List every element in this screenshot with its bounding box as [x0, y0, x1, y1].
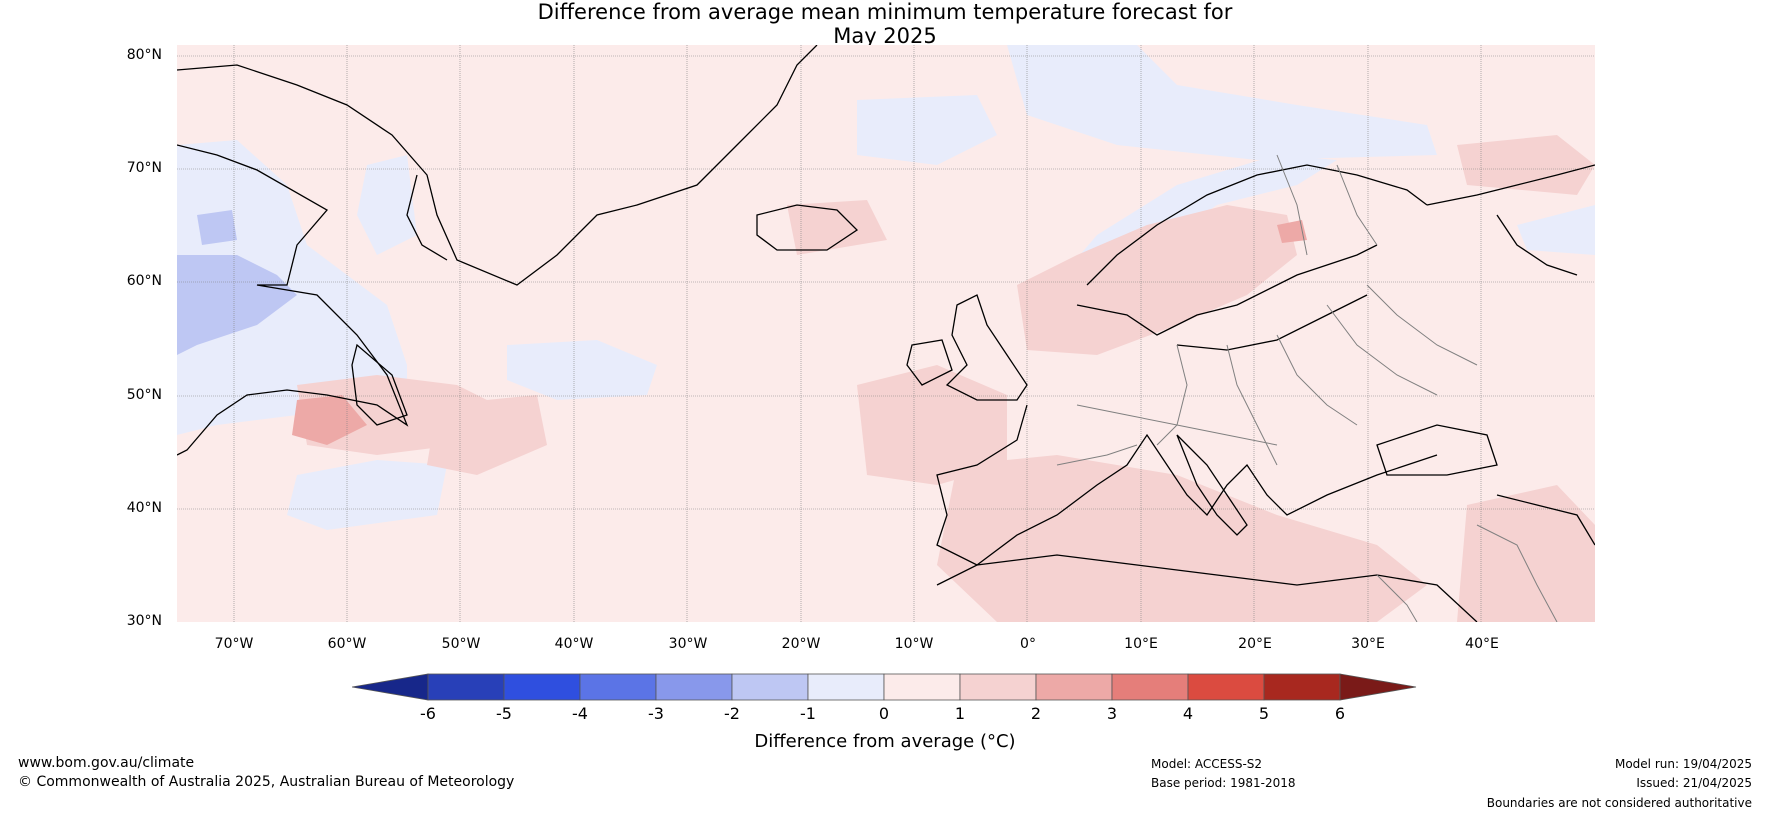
sweden-finland-coast: [1076, 244, 1378, 336]
ireland-coast: [906, 339, 953, 386]
colorbar-segment-7: [883, 673, 961, 701]
lat-label-60n: 60°N: [126, 273, 162, 289]
warm-anomaly-iceland: [787, 200, 887, 255]
white-sea-coast: [1496, 214, 1578, 276]
colorbar-tick: -1: [800, 704, 816, 723]
lat-label-50n: 50°N: [126, 387, 162, 403]
colorbar-tick: 6: [1334, 704, 1346, 723]
lon-label-50w: 50°W: [441, 636, 481, 652]
coastlines: [177, 45, 1595, 622]
lon-label-40e: 40°E: [1465, 636, 1499, 652]
cool-anomaly-canada: [177, 140, 407, 435]
colorbar-segment-8: [959, 673, 1037, 701]
lat-label-30n: 30°N: [126, 613, 162, 629]
warm-anomaly-russia-north: [1457, 135, 1595, 195]
lon-label-20w: 20°W: [781, 636, 821, 652]
warmer-anomaly-newfoundland: [292, 395, 367, 445]
russia-north-coast: [1426, 164, 1595, 206]
colorbar-tick: -2: [724, 704, 740, 723]
lon-label-20e: 20°E: [1238, 636, 1272, 652]
lat-label-70n: 70°N: [126, 160, 162, 176]
lat-label-80n: 80°N: [126, 47, 162, 63]
lon-label-70w: 70°W: [214, 636, 254, 652]
africa-north-coast: [936, 554, 1478, 622]
great-britain-coast: [945, 294, 1028, 401]
lon-label-30e: 30°E: [1351, 636, 1385, 652]
lon-label-10w: 10°W: [894, 636, 934, 652]
lat-label-40n: 40°N: [126, 500, 162, 516]
cooler-anomaly-baffin: [197, 210, 237, 245]
colorbar-segment-10: [1111, 673, 1189, 701]
italy-coast: [1176, 434, 1248, 536]
colorbar-tick: 2: [1030, 704, 1042, 723]
colorbar-tick: 1: [954, 704, 966, 723]
baltic-coast: [1176, 294, 1368, 351]
colorbar-segment-6: [807, 673, 885, 701]
greenland-coast: [177, 45, 818, 286]
colorbar-tick: 3: [1106, 704, 1118, 723]
disclaimer-text: Boundaries are not considered authoritat…: [1486, 796, 1752, 810]
cooler-anomaly-labrador: [177, 255, 297, 355]
colorbar-segment-11: [1187, 673, 1265, 701]
lon-label-0: 0°: [1020, 636, 1036, 652]
cool-anomaly-atlantic-south: [287, 460, 447, 530]
colorbar-tick: 5: [1258, 704, 1270, 723]
norway-coast: [1086, 164, 1428, 286]
base-period-text: Base period: 1981-2018: [1151, 776, 1296, 790]
model-run-text: Model run: 19/04/2025: [1614, 757, 1752, 771]
title-line-1: Difference from average mean minimum tem…: [537, 0, 1233, 24]
cool-anomaly-arctic: [1007, 45, 1437, 160]
warm-anomaly-mediterranean: [937, 455, 1427, 622]
colorbar-segment-2: [503, 673, 581, 701]
colorbar-tick: -4: [572, 704, 588, 723]
colorbar-tick: -6: [420, 704, 436, 723]
mideast-coast: [1496, 494, 1595, 546]
greenland-west-coast: [406, 174, 448, 261]
lon-label-40w: 40°W: [554, 636, 594, 652]
newfoundland-coast: [351, 343, 408, 426]
colorbar-segment-1: [427, 673, 505, 701]
warmer-anomaly-finland: [1277, 220, 1307, 243]
lon-label-30w: 30°W: [668, 636, 708, 652]
warm-anomaly-mid-atlantic: [427, 395, 547, 475]
chart-title: Difference from average mean minimum tem…: [0, 0, 1770, 48]
cool-anomaly-north-atlantic: [857, 95, 997, 165]
black-sea-coast: [1376, 424, 1498, 476]
graticule: [177, 45, 1595, 622]
europe-atlantic-coast: [936, 404, 1438, 566]
colorbar-segment-under: [352, 673, 429, 701]
warm-anomaly-middle-east: [1457, 485, 1595, 622]
title-line-2: May 2025: [833, 24, 937, 48]
colorbar: [352, 673, 1417, 701]
cool-anomaly-atlantic-mid: [507, 340, 657, 400]
map-canvas: [177, 45, 1595, 622]
colorbar-segments: [352, 673, 1417, 701]
website-link[interactable]: www.bom.gov.au/climate: [18, 755, 195, 771]
lon-label-10e: 10°E: [1124, 636, 1158, 652]
colorbar-segment-5: [731, 673, 809, 701]
copyright-text: © Commonwealth of Australia 2025, Austra…: [18, 774, 515, 790]
colorbar-tick: -3: [648, 704, 664, 723]
model-text: Model: ACCESS-S2: [1151, 757, 1263, 771]
issued-text: Issued: 21/04/2025: [1636, 776, 1752, 790]
forecast-map: [177, 45, 1595, 622]
colorbar-segment-12: [1263, 673, 1341, 701]
lon-label-60w: 60°W: [327, 636, 367, 652]
country-borders: [1056, 154, 1558, 622]
cool-anomaly-east: [1517, 205, 1595, 255]
colorbar-tick: 4: [1182, 704, 1194, 723]
cool-anomaly-greenland-east: [357, 155, 417, 255]
warm-anomaly-biscay: [857, 365, 1007, 485]
colorbar-label: Difference from average (°C): [754, 731, 1016, 752]
iceland-coast: [756, 204, 859, 251]
colorbar-segment-over: [1339, 673, 1417, 701]
warm-anomaly-scandinavia: [1017, 205, 1297, 355]
colorbar-tick: 0: [878, 704, 890, 723]
colorbar-segment-4: [655, 673, 733, 701]
colorbar-tick: -5: [496, 704, 512, 723]
anomaly-shading: [177, 45, 1595, 622]
canada-coast: [177, 144, 409, 456]
colorbar-segment-3: [579, 673, 657, 701]
colorbar-segment-9: [1035, 673, 1113, 701]
